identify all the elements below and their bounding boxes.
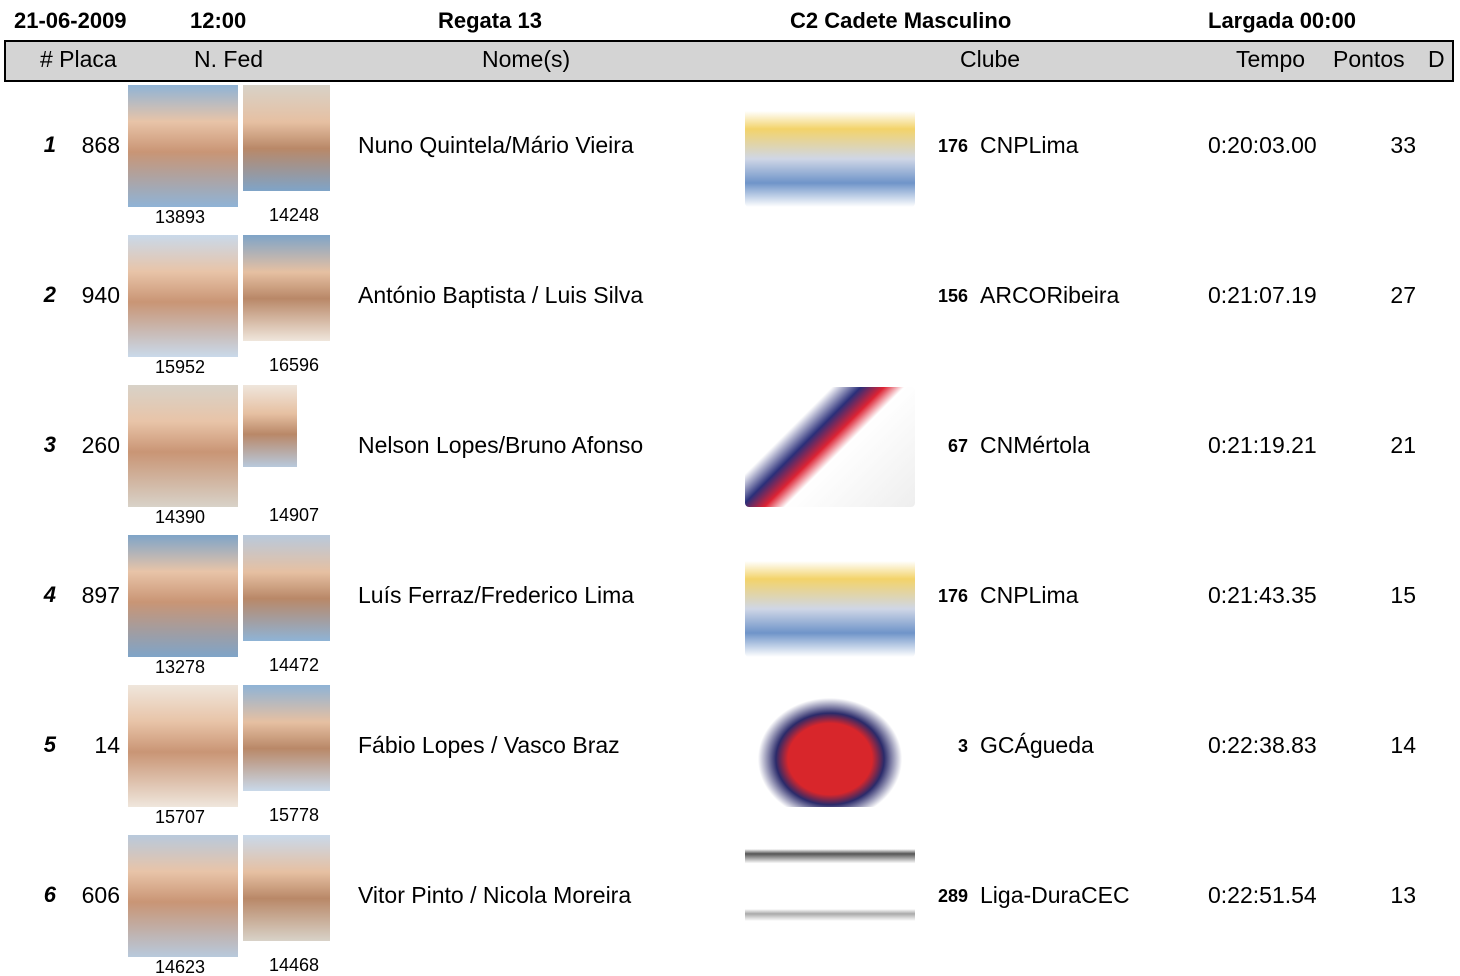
rank: 5 (43, 732, 56, 757)
club-number: 156 (937, 286, 968, 306)
fed-number: 14390 (155, 507, 206, 527)
club-name: CNPLima (980, 582, 1079, 608)
athlete-photo (243, 685, 330, 791)
athlete-photo (243, 835, 330, 941)
rank: 1 (43, 132, 56, 157)
club-name: CNPLima (980, 132, 1079, 158)
rank: 4 (43, 582, 56, 607)
athlete-photo (128, 535, 238, 657)
column-header-bar (4, 40, 1454, 82)
club-logo (745, 537, 915, 657)
race-time: 12:00 (190, 8, 247, 33)
column-header: Tempo (1236, 46, 1306, 72)
fed-number: 14468 (269, 955, 320, 975)
points: 21 (1390, 432, 1416, 458)
points: 13 (1390, 882, 1416, 908)
category: C2 Cadete Masculino (790, 8, 1012, 33)
placa: 260 (81, 432, 120, 458)
athlete-photo (243, 235, 330, 341)
crew-names: Nuno Quintela/Mário Vieira (358, 132, 634, 158)
points: 15 (1390, 582, 1416, 608)
race-time: 0:21:07.19 (1208, 282, 1317, 308)
club-number: 176 (937, 586, 968, 606)
race-time: 0:21:43.35 (1208, 582, 1317, 608)
club-logo (745, 687, 915, 807)
placa: 606 (81, 882, 120, 908)
fed-number: 15707 (155, 807, 206, 827)
column-header: Clube (960, 46, 1021, 72)
fed-number: 15952 (155, 357, 206, 377)
fed-number: 15778 (269, 805, 320, 825)
athlete-photo (128, 235, 238, 357)
crew-names: Nelson Lopes/Bruno Afonso (358, 432, 644, 458)
fed-number: 14907 (269, 505, 320, 525)
placa: 868 (81, 132, 120, 158)
race-date: 21-06-2009 (14, 8, 127, 33)
club-name: Liga-DuraCEC (980, 882, 1130, 908)
placa: 14 (94, 732, 120, 758)
column-header: # Placa (40, 46, 117, 72)
column-header: Nome(s) (482, 46, 571, 72)
club-number: 176 (937, 136, 968, 156)
athlete-photo (128, 685, 238, 807)
column-header: N. Fed (194, 46, 264, 72)
crew-names: António Baptista / Luis Silva (358, 282, 644, 308)
club-logo (745, 387, 915, 507)
fed-number: 14248 (269, 205, 320, 225)
club-number: 67 (947, 436, 968, 456)
regatta: Regata 13 (438, 8, 542, 33)
placa: 940 (81, 282, 120, 308)
race-time: 0:22:51.54 (1208, 882, 1317, 908)
athlete-photo (243, 385, 297, 467)
fed-number: 16596 (269, 355, 320, 375)
crew-names: Luís Ferraz/Frederico Lima (358, 582, 635, 608)
crew-names: Fábio Lopes / Vasco Braz (358, 732, 620, 758)
race-time: 0:22:38.83 (1208, 732, 1317, 758)
athlete-photo (128, 835, 238, 957)
rank: 2 (43, 282, 56, 307)
start-time: Largada 00:00 (1208, 8, 1356, 33)
placa: 897 (81, 582, 120, 608)
crew-names: Vitor Pinto / Nicola Moreira (358, 882, 632, 908)
points: 27 (1390, 282, 1416, 308)
club-name: ARCORibeira (980, 282, 1120, 308)
points: 33 (1390, 132, 1416, 158)
rank: 3 (43, 432, 56, 457)
fed-number: 13278 (155, 657, 206, 677)
club-number: 3 (957, 736, 968, 756)
race-time: 0:21:19.21 (1208, 432, 1317, 458)
fed-number: 14472 (269, 655, 320, 675)
column-header: D (1428, 46, 1445, 72)
club-logo (745, 837, 915, 957)
club-number: 289 (937, 886, 968, 906)
fed-number: 14623 (155, 957, 206, 976)
athlete-photo (243, 535, 330, 641)
athlete-photo (243, 85, 330, 191)
column-header: Pontos (1333, 46, 1405, 72)
athlete-photo (128, 385, 238, 507)
club-logo (745, 87, 915, 207)
athlete-photo (128, 85, 238, 207)
points: 14 (1390, 732, 1416, 758)
club-name: GCÁgueda (980, 732, 1094, 758)
club-name: CNMértola (980, 432, 1090, 458)
rank: 6 (43, 882, 56, 907)
fed-number: 13893 (155, 207, 206, 227)
race-time: 0:20:03.00 (1208, 132, 1317, 158)
